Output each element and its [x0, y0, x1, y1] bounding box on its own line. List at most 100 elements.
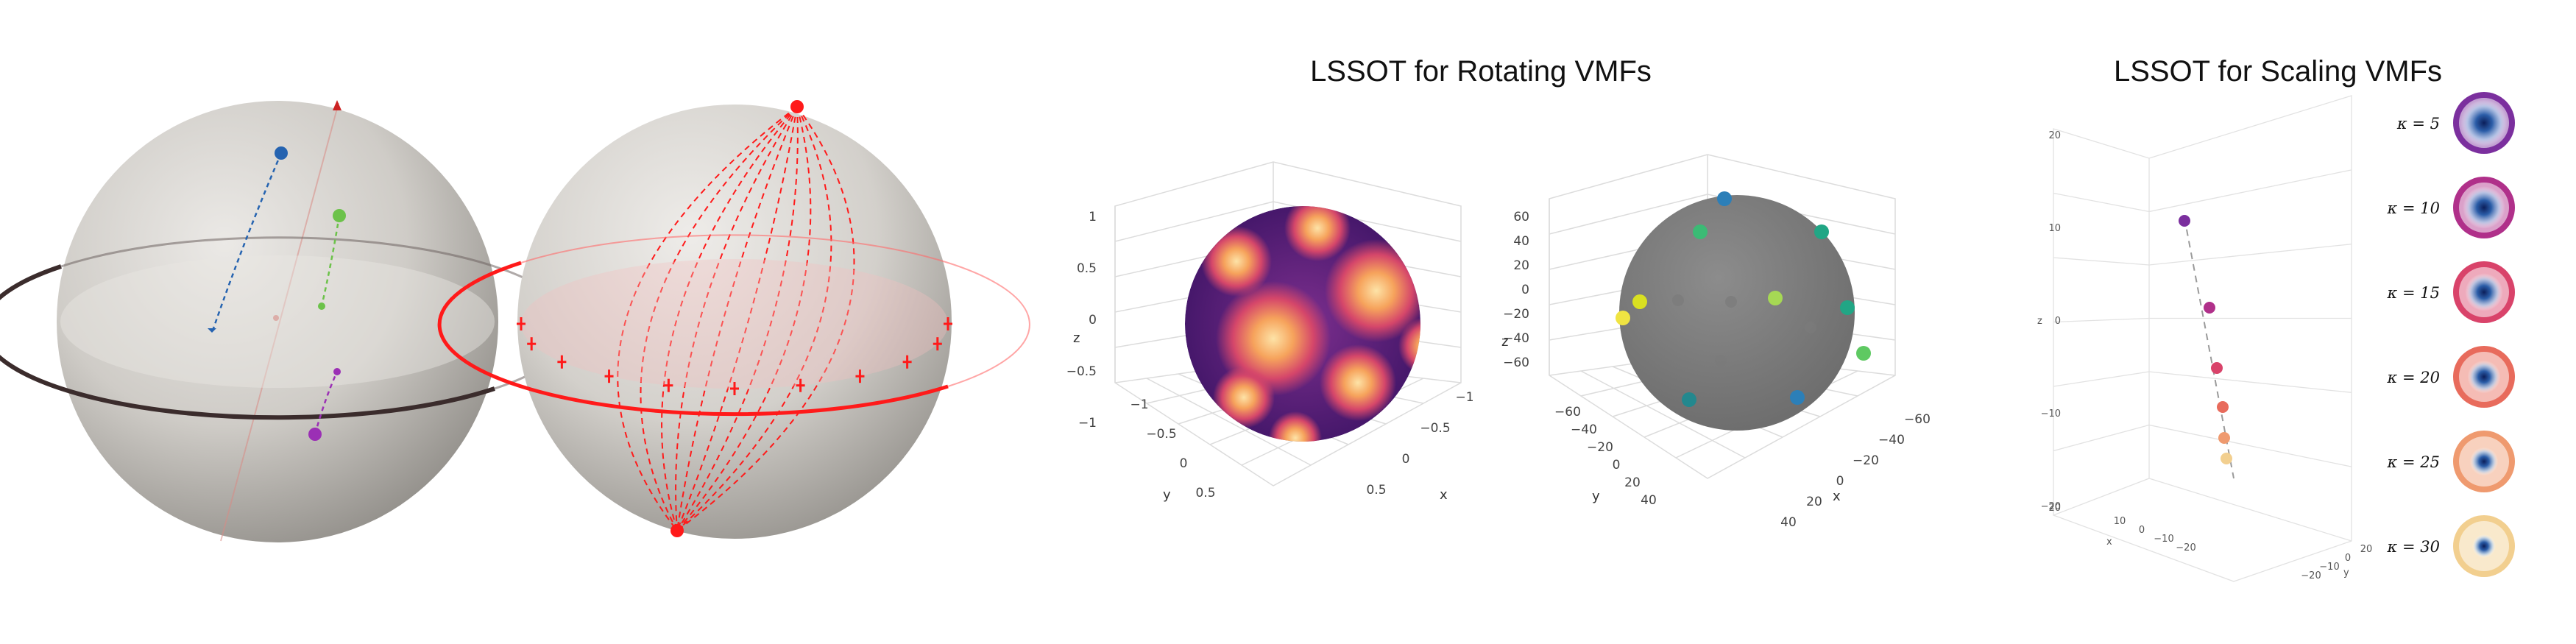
embedding-point [1725, 296, 1737, 308]
axis-label-z-scale: z [2037, 316, 2042, 327]
kappa-label: κ = 30 [2387, 538, 2440, 556]
equator-front [0, 264, 495, 420]
x-tick-label: 0 [1836, 474, 1844, 489]
z-tick-label: 20 [1513, 258, 1529, 273]
plot-heatmap-sphere: 1 0.5 0 −0.5 −1 −1 −0.5 0 0.5 −1 −0.5 0 0.5 z y x [1066, 161, 1474, 503]
axis-label-y: y [1163, 487, 1171, 503]
z-tick-label: 0 [1521, 283, 1529, 297]
embedding-point [1616, 311, 1630, 325]
axis-line [220, 102, 339, 542]
meridian-line [676, 106, 832, 531]
x-tick-label: 0 [1402, 452, 1410, 467]
embedding-point [1693, 224, 1708, 239]
grid-line [2053, 192, 2150, 213]
x-tick-label: 20 [1806, 495, 1822, 509]
x-tick-label: −0.5 [1420, 421, 1450, 436]
embedding-point [1856, 346, 1871, 361]
embedding-point [1805, 322, 1816, 333]
equator-red-front [437, 261, 949, 417]
grid-line [2148, 424, 2352, 467]
grid-line [1549, 194, 1708, 235]
embedding-point [1672, 294, 1684, 306]
x-tick-label: −20 [2176, 542, 2195, 553]
grid-line [2053, 371, 2150, 387]
meridian-lines [617, 106, 855, 531]
y-tick-label: −20 [2301, 570, 2321, 581]
grid-frame [2053, 95, 2352, 582]
x-tick-label: −40 [1878, 433, 1905, 447]
z-tick-label: −20 [1503, 307, 1529, 322]
meridian-line [676, 106, 798, 531]
z-tick-label: 1 [1089, 210, 1097, 224]
x-tick-label: 0.5 [1366, 483, 1386, 498]
gray-sphere [1619, 195, 1855, 431]
y-tick-label: 0 [2345, 553, 2351, 564]
embedding-point [1768, 291, 1783, 305]
point-purple [308, 428, 322, 441]
x-tick-label: −10 [2154, 534, 2173, 545]
axis-label-y-scale: y [2343, 567, 2349, 578]
z-tick-label: 0 [2055, 316, 2061, 327]
grid-frame [2053, 158, 2352, 542]
vmf-core [2467, 360, 2501, 394]
y-tick-label: 0.5 [1195, 486, 1215, 500]
grid-line [2148, 244, 2352, 266]
axis-label-z: z [1073, 330, 1080, 346]
y-tick-label: 0 [1613, 458, 1621, 473]
y-tick-label: −40 [1571, 422, 1597, 437]
z-tick-label: −40 [1503, 331, 1529, 346]
vmf-core [2460, 99, 2508, 146]
scaling-point [2179, 215, 2190, 227]
sphere-right-body [517, 105, 952, 539]
embedding-point [1717, 191, 1732, 206]
axis-label-x-scale: x [2106, 537, 2112, 548]
kappa-label: κ = 25 [2387, 453, 2440, 471]
point-green [333, 209, 346, 222]
z-tick-label: 40 [1513, 234, 1529, 249]
y-tick-label: −60 [1554, 405, 1581, 420]
x-tick-label: −20 [1853, 453, 1879, 468]
grid-line [2053, 257, 2150, 266]
grid-line [2053, 424, 2150, 452]
vmf-core [2465, 273, 2503, 311]
x-tick-label: −1 [1455, 390, 1473, 405]
grid-line [1114, 201, 1274, 242]
equator-ticks [517, 317, 952, 395]
vmf-core [2472, 534, 2496, 558]
grid-line [2053, 317, 2150, 323]
kappa-label: κ = 5 [2396, 115, 2440, 132]
z-tick-label: 0.5 [1077, 261, 1097, 276]
z-tick-label: −10 [2041, 408, 2061, 420]
z-tick-label: −0.5 [1066, 364, 1097, 379]
embedding-point [1632, 294, 1647, 309]
sphere-left [0, 100, 574, 542]
embedding-point [1840, 300, 1855, 315]
kappa-label: κ = 10 [2387, 199, 2440, 217]
x-tick-label: 10 [2114, 516, 2126, 527]
axis-label-x: x [1440, 487, 1448, 503]
meridian-line [676, 106, 798, 531]
equator-plane-red [521, 259, 948, 389]
trajectory-line [2184, 217, 2234, 479]
x-tick-label: −60 [1904, 412, 1931, 427]
sphere-points [1616, 191, 1871, 407]
z-tick-label: 20 [2048, 130, 2061, 141]
meridian-line [661, 106, 798, 531]
y-tick-label: −1 [1130, 397, 1148, 412]
x-tick-label: 0 [2139, 525, 2145, 536]
meridian-line [676, 106, 855, 531]
kappa-legend: κ = 5 κ = 10 κ = 15 κ = 20 κ = 25 κ = 30 [2387, 92, 2515, 577]
z-tick-label: −1 [1078, 416, 1097, 431]
z-tick-label: 60 [1513, 210, 1529, 224]
projection-purple [314, 371, 339, 435]
projection-blue [210, 152, 283, 333]
y-tick-label: −10 [2319, 562, 2339, 573]
grid-line [1580, 370, 1746, 459]
embedding-point [1715, 355, 1727, 367]
z-tick-label: −60 [1503, 355, 1529, 370]
scaling-point [2211, 362, 2223, 374]
y-tick-label: 20 [1624, 475, 1641, 490]
z-tick-label: 0 [1089, 313, 1097, 328]
